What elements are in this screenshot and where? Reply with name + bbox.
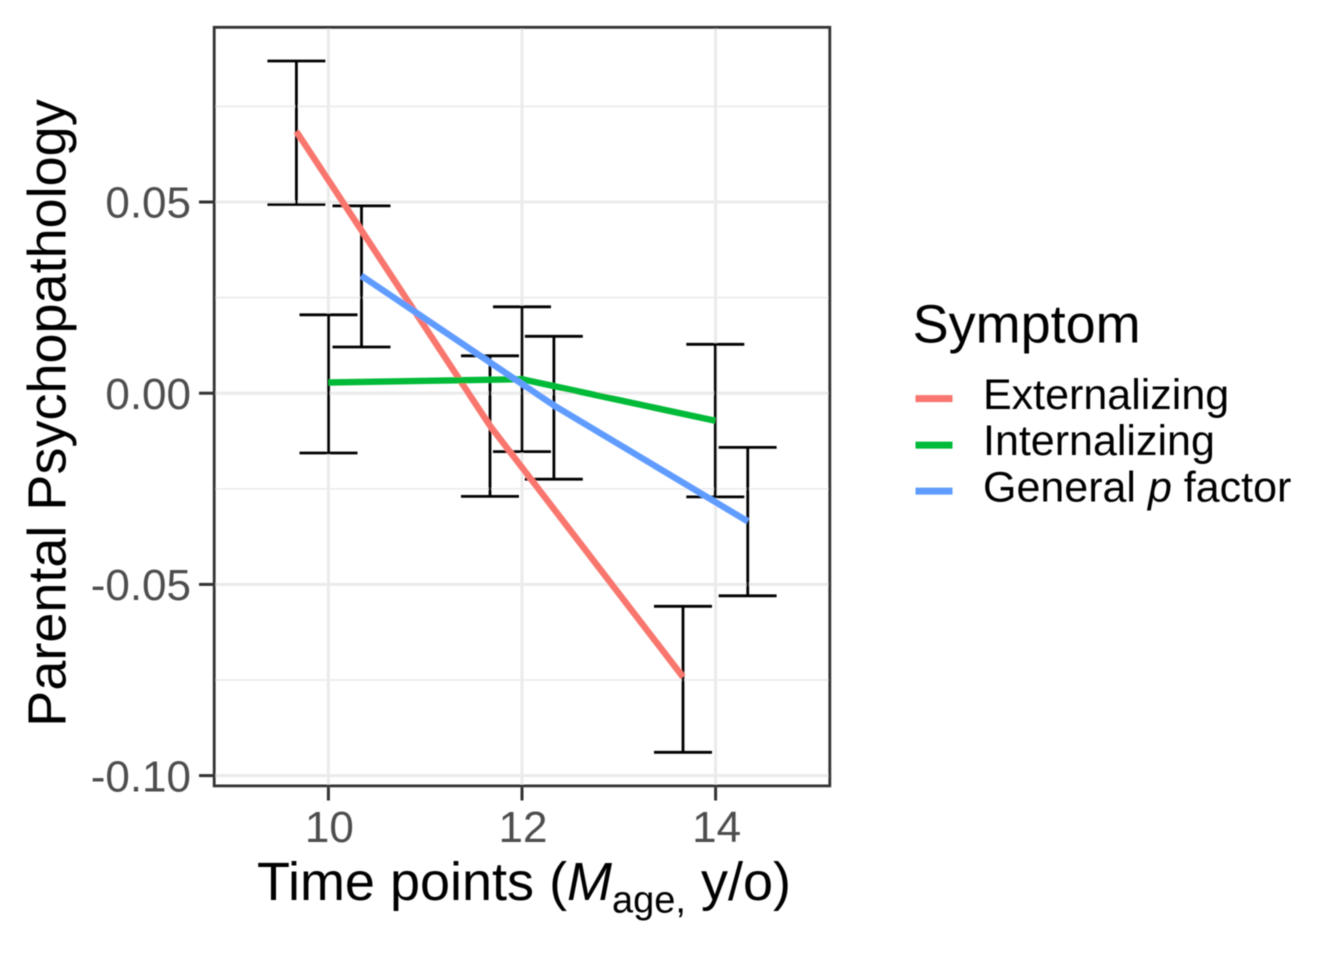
svg-text:0.00: 0.00 [105,370,191,419]
svg-text:Externalizing: Externalizing [983,371,1229,419]
svg-text:12: 12 [499,803,548,852]
svg-text:Internalizing: Internalizing [983,417,1215,465]
svg-text:General p factor: General p factor [983,463,1291,511]
svg-text:Time points (Mage, y/o): Time points (Mage, y/o) [257,852,791,922]
svg-text:0.05: 0.05 [105,179,191,228]
svg-text:-0.05: -0.05 [91,561,191,610]
svg-text:-0.10: -0.10 [91,752,191,801]
svg-text:Parental Psychopathology: Parental Psychopathology [18,99,78,726]
svg-text:Symptom: Symptom [913,295,1141,355]
svg-text:10: 10 [305,803,354,852]
svg-text:14: 14 [692,803,741,852]
